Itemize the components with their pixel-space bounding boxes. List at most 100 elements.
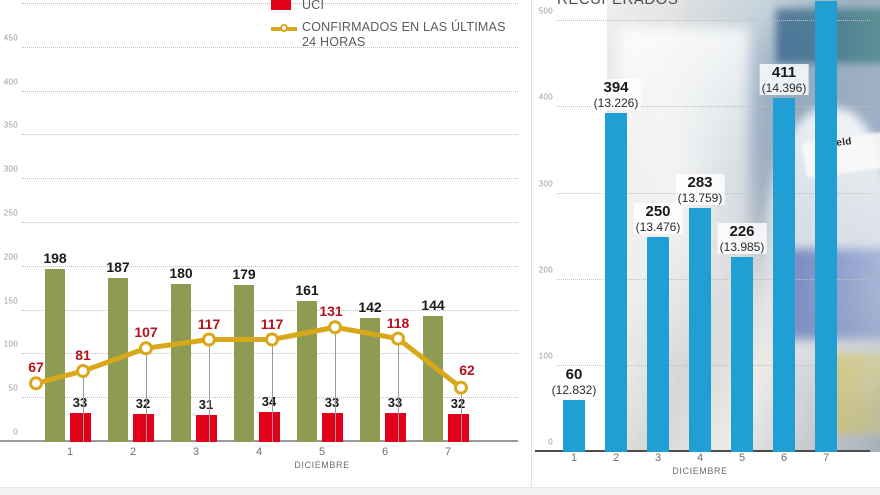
recuperados-bar (563, 400, 585, 452)
right-chart-panel: Shield RECUPERADOS 500400300200100060(12… (535, 0, 880, 495)
line-point-dropper (461, 387, 462, 442)
uci-bar (70, 413, 91, 442)
gridline (22, 178, 518, 180)
red-square-icon (271, 0, 291, 10)
recuperados-value-label: 60 (12.832) (549, 366, 599, 398)
x-axis-tick: 2 (612, 452, 620, 464)
left-chart-legend: UCI CONFIRMADOS EN LAS ÚLTIMAS 24 HORAS (271, 0, 521, 57)
x-axis-tick: 6 (780, 452, 788, 464)
y-axis-tick: 50 (8, 383, 18, 393)
hospitalizados-bar (360, 317, 380, 442)
y-axis-tick: 500 (538, 6, 553, 16)
y-axis-tick: 300 (3, 164, 18, 174)
gridline (557, 364, 870, 366)
legend-label-uci: UCI (302, 0, 325, 12)
line-point-marker (454, 380, 468, 395)
y-axis-tick: 250 (3, 208, 18, 218)
uci-bar (196, 414, 217, 442)
line-point-marker (76, 364, 90, 379)
bar-group: 142 33 (357, 4, 419, 442)
recuperados-daily-value: 250 (633, 202, 683, 220)
recuperados-bar (647, 236, 669, 452)
recuperados-bar (605, 112, 627, 452)
uci-bar (448, 413, 469, 442)
recuperados-cumulative-value: (13.759) (675, 191, 725, 206)
recuperados-bar (815, 0, 837, 452)
y-axis-tick: 0 (13, 427, 18, 437)
gridline (22, 353, 518, 355)
gridline (22, 90, 518, 92)
x-axis-tick: 4 (696, 452, 704, 464)
confirmados-value-label: 118 (386, 314, 410, 331)
recuperados-daily-value: 60 (549, 366, 599, 384)
recuperados-daily-value: 226 (717, 223, 767, 241)
recuperados-value-label: 283 (13.759) (675, 174, 725, 206)
uci-bar (322, 413, 343, 442)
recuperados-daily-value: 411 (759, 63, 809, 81)
gridline (22, 265, 518, 267)
hospitalizados-value-label: 180 (169, 265, 193, 282)
y-axis-tick: 100 (538, 351, 553, 361)
y-axis-tick: 200 (3, 252, 18, 262)
y-axis-tick: 450 (3, 33, 18, 43)
x-axis-title: DICIEMBRE (294, 460, 350, 470)
line-point-dropper (83, 371, 84, 442)
hospitalizados-value-label: 161 (295, 281, 319, 298)
left-x-axis-labels: 1 2 3 4 5 6 7 DICIEMBRE (22, 446, 518, 470)
y-axis-tick: 400 (538, 92, 553, 102)
y-axis-tick: 0 (548, 437, 553, 447)
gold-line-dot-icon (271, 24, 297, 33)
x-axis-tick: 1 (570, 452, 578, 464)
left-plot-area: 450 400 350 300 250 200 150 100 50 0 198 33 187 32 180… (0, 3, 518, 442)
bar-group: 198 33 (42, 4, 104, 442)
legend-item-uci: UCI (271, 0, 521, 15)
x-axis-tick: 7 (444, 446, 452, 458)
x-axis-tick: 6 (381, 446, 389, 458)
bottom-divider (0, 487, 880, 488)
recuperados-bar (731, 257, 753, 452)
confirmados-value-label: 117 (260, 315, 284, 332)
line-point-marker (265, 332, 279, 347)
line-point-dropper (272, 339, 273, 442)
y-axis-tick: 150 (3, 296, 18, 306)
gridline (22, 222, 518, 223)
recuperados-value-label: 250 (13.476) (633, 202, 683, 234)
hospitalizados-value-label: 142 (358, 298, 382, 315)
uci-bar (385, 413, 406, 442)
line-point-marker (202, 332, 216, 347)
gridline (22, 46, 518, 48)
gridline (22, 3, 518, 4)
y-axis-tick: 200 (538, 265, 553, 275)
gridline (22, 134, 518, 136)
bar-group: 180 31 (168, 4, 230, 442)
bottom-strip (0, 488, 880, 495)
line-point-dropper (398, 338, 399, 442)
hospitalizados-value-label: 144 (421, 296, 445, 313)
y-axis-tick: 300 (538, 179, 553, 189)
recuperados-daily-value: 283 (675, 174, 725, 192)
panel-divider (531, 0, 532, 495)
hospitalizados-bar (234, 285, 254, 442)
hospitalizados-value-label: 187 (106, 259, 130, 276)
confirmados-value-label: 117 (197, 315, 221, 332)
gridline (22, 397, 518, 399)
y-axis-tick: 350 (3, 121, 18, 131)
x-axis-tick: 3 (192, 446, 200, 458)
confirmados-value-label: 62 (459, 361, 475, 378)
y-axis-tick: 400 (3, 77, 18, 87)
line-point-marker (391, 331, 405, 346)
right-plot-area: 500 400 300 200 100 0 60 (12.832) 394 (13.226) 250… (535, 0, 870, 452)
right-x-axis-labels: 1 2 3 4 5 6 7 DICIEMBRE (557, 452, 870, 476)
recuperados-bar (689, 208, 711, 452)
x-axis-tick: 5 (318, 446, 326, 458)
recuperados-bar (773, 97, 795, 452)
hospitalizados-value-label: 198 (43, 249, 67, 266)
hospitalizados-bar (45, 268, 65, 442)
line-point-dropper (335, 327, 336, 442)
x-axis-title: DICIEMBRE (672, 466, 728, 476)
gridline (557, 106, 870, 108)
line-point-marker (328, 320, 342, 335)
line-point-marker (29, 376, 43, 391)
recuperados-cumulative-value: (13.985) (717, 240, 767, 255)
